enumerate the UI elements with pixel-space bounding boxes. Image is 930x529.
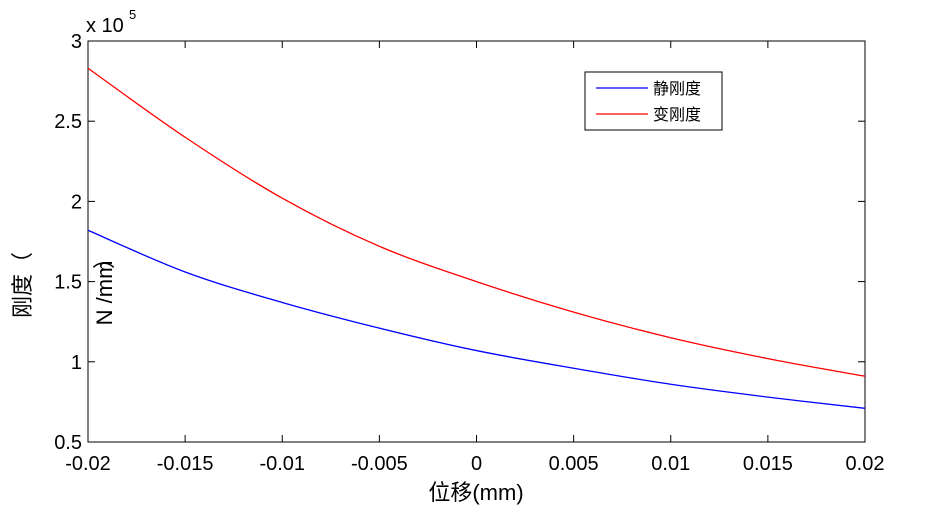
- x-tick-label: 0: [471, 453, 482, 475]
- x-tick-label: -0.015: [157, 453, 214, 475]
- y-axis-title-part2: N /mm: [92, 261, 117, 326]
- legend-box: [584, 71, 723, 131]
- y-tick-label: 1.5: [54, 272, 82, 294]
- y-tick-label: 1: [71, 352, 82, 374]
- x-tick-label: 0.005: [549, 453, 599, 475]
- x-tick-label: -0.005: [351, 453, 408, 475]
- y-tick-label: 0.5: [54, 432, 82, 454]
- y-tick-label: 2.5: [54, 111, 82, 133]
- series-line-0: [87, 229, 866, 409]
- x-axis-title: 位移(mm): [428, 480, 523, 505]
- x-tick-label: 0.01: [651, 453, 690, 475]
- y-axis-title-part3: ）: [92, 247, 117, 269]
- y-exponent-label: x 10: [86, 15, 124, 37]
- y-axis-title-part1: 刚度（: [10, 252, 35, 318]
- plot-area: [87, 40, 866, 443]
- x-tick-label: -0.01: [259, 453, 305, 475]
- x-tick-label: -0.02: [65, 453, 111, 475]
- x-tick-label: 0.02: [846, 453, 885, 475]
- legend-label-static-stiffness: 静刚度: [653, 80, 701, 98]
- x-tick-label: 0.015: [743, 453, 793, 475]
- series-layer: [87, 67, 866, 409]
- y-exponent-power: 5: [129, 7, 136, 22]
- legend: 静刚度 变刚度: [584, 71, 723, 131]
- y-tick-label: 3: [71, 31, 82, 53]
- series-line-1: [87, 67, 866, 377]
- ticks-layer: -0.02 -0.015 -0.01 -0.005 0 0.005 0.01 0.015 0.0…: [54, 31, 884, 475]
- legend-label-variable-stiffness: 变刚度: [653, 106, 701, 124]
- y-tick-label: 2: [71, 191, 82, 213]
